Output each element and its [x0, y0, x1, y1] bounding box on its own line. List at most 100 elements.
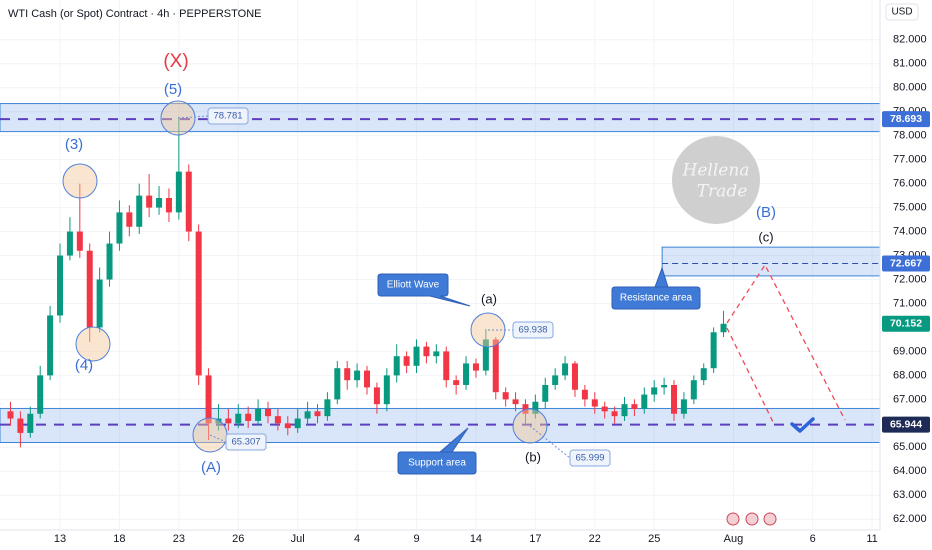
- candle-body: [690, 380, 697, 400]
- candle-body: [205, 375, 212, 424]
- candle-body: [324, 399, 331, 417]
- wave-marker: [75, 326, 111, 362]
- zone: [661, 246, 881, 277]
- y-tick-label: 75.000: [893, 201, 927, 213]
- candle-body: [47, 315, 54, 376]
- logo-text: Trade: [697, 182, 748, 202]
- y-tick-label: 63.000: [893, 489, 927, 501]
- candle-body: [86, 250, 93, 328]
- wave-label: (5): [164, 81, 182, 98]
- callout-box: [207, 107, 249, 125]
- candle-body: [433, 351, 440, 357]
- x-tick-label: 17: [529, 533, 541, 545]
- level-label: 65.944: [890, 418, 922, 430]
- price-callouts: 78.781 65.307 69.938 65.999: [177, 107, 611, 467]
- x-tick-label: 4: [354, 533, 360, 545]
- zones: [0, 103, 881, 444]
- x-tick-label: 22: [589, 533, 601, 545]
- x-tick-label: 23: [173, 533, 185, 545]
- candle-body: [126, 212, 133, 227]
- y-tick-label: 67.000: [893, 393, 927, 405]
- x-tick-label: 13: [54, 533, 66, 545]
- candle-body: [641, 394, 648, 409]
- candle-body: [542, 384, 549, 402]
- callout-label: 69.938: [518, 325, 547, 336]
- candle-body: [235, 413, 242, 424]
- level-label-box: [882, 315, 930, 332]
- callout-box: [512, 321, 554, 339]
- callout-label: 65.999: [575, 453, 604, 464]
- candle-body: [284, 423, 291, 429]
- candle-body: [482, 339, 489, 371]
- chart-title: WTI Cash (or Spot) Contract · 4h · PEPPE…: [8, 8, 261, 20]
- callout-leader: [209, 434, 227, 443]
- candle-body: [453, 380, 460, 385]
- callout-box: [225, 433, 267, 451]
- candle-body: [492, 339, 499, 393]
- x-tick-label: 26: [232, 533, 244, 545]
- candle-body: [354, 370, 361, 381]
- candle-body: [294, 418, 301, 429]
- logo-text: Hellena: [682, 161, 750, 181]
- level-label-box: [882, 416, 930, 433]
- x-tick-label: 14: [470, 533, 482, 545]
- y-tick-label: 68.000: [893, 369, 927, 381]
- y-tick-label: 81.000: [893, 58, 927, 70]
- candle-body: [621, 404, 628, 417]
- candle-body: [373, 387, 380, 405]
- level-label: 70.152: [890, 318, 922, 330]
- candle-body: [522, 404, 529, 414]
- zone: [0, 103, 881, 133]
- note-box: [377, 273, 471, 307]
- candle-body: [334, 368, 341, 400]
- y-tick-label: 74.000: [893, 225, 927, 237]
- candle-body: [463, 363, 470, 385]
- x-tick-label: 6: [810, 533, 816, 545]
- candle-body: [17, 418, 24, 433]
- wave-labels: (X) (5) (3) (4) (A) (a) (b) (c) (B): [65, 51, 776, 476]
- note: Elliott Wave: [387, 280, 440, 291]
- callout-label: 65.307: [231, 437, 260, 448]
- candle-body: [443, 351, 450, 381]
- logo-circle: [672, 136, 760, 224]
- level-label-box: [882, 111, 930, 128]
- wave-label: (X): [163, 51, 188, 72]
- candle-body: [651, 387, 658, 395]
- currency: USD: [891, 7, 912, 18]
- candle-body: [581, 389, 588, 400]
- wave-label: (B): [756, 204, 776, 221]
- candle-body: [403, 356, 410, 366]
- candle-body: [156, 198, 163, 208]
- x-tick-label: 18: [113, 533, 125, 545]
- note: Support area: [408, 458, 466, 469]
- candle-body: [591, 399, 598, 407]
- candle-body: [423, 346, 430, 357]
- note-box: [397, 427, 477, 475]
- levels: [0, 118, 880, 426]
- candle-body: [472, 363, 479, 371]
- y-tick-label: 64.000: [893, 465, 927, 477]
- y-tick-label: 82.000: [893, 34, 927, 46]
- candle-body: [255, 408, 262, 421]
- callout-leader: [177, 115, 209, 119]
- axes: 62.000 63.000 64.000 65.000 67.000 68.000 69.0…: [54, 34, 930, 545]
- y-tick-label: 72.000: [893, 273, 927, 285]
- candle-body: [185, 171, 192, 232]
- x-tick-label: 9: [413, 533, 419, 545]
- x-tick-label: Aug: [724, 533, 744, 545]
- candle-body: [215, 418, 222, 424]
- candle-body: [344, 368, 351, 381]
- candle-body: [314, 411, 321, 417]
- note-box: [611, 266, 701, 310]
- y-tick-label: 71.000: [893, 297, 927, 309]
- candle-body: [532, 401, 539, 414]
- candle-body: [661, 384, 668, 388]
- x-tick-label: 25: [648, 533, 660, 545]
- event-icon: [726, 512, 740, 526]
- candles: [7, 116, 727, 448]
- y-tick-label: 62.000: [893, 513, 927, 525]
- grid: [0, 0, 880, 530]
- candle-body: [720, 323, 727, 333]
- candle-body: [562, 363, 569, 376]
